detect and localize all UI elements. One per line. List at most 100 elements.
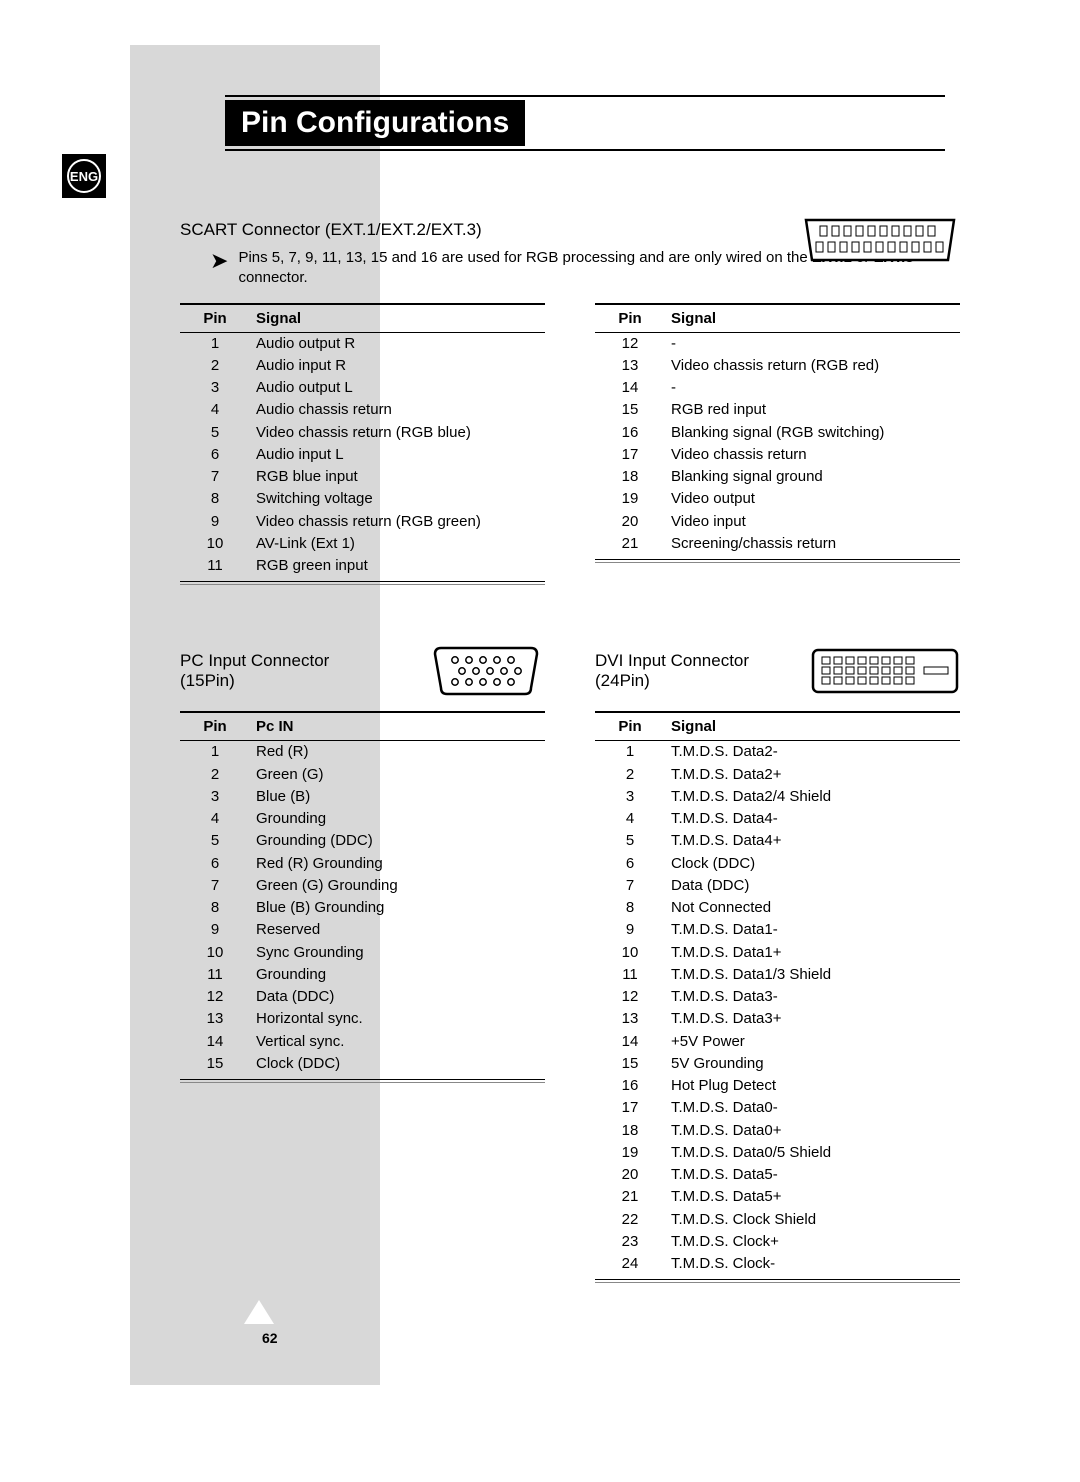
- col-header-pin: Pin: [180, 310, 250, 327]
- pin-signal: Video chassis return: [665, 445, 960, 465]
- table-row: 6Red (R) Grounding: [180, 853, 545, 875]
- table-row: 14Vertical sync.: [180, 1031, 545, 1053]
- scart-right-rows: 12-13Video chassis return (RGB red)14-15…: [595, 333, 960, 556]
- pin-number: 18: [595, 1121, 665, 1141]
- table-row: 10T.M.D.S. Data1+: [595, 942, 960, 964]
- pin-signal: Not Connected: [665, 898, 960, 918]
- col-header-signal: Pc IN: [250, 718, 545, 735]
- pin-signal: T.M.D.S. Data5+: [665, 1187, 960, 1207]
- pin-signal: Blanking signal ground: [665, 467, 960, 487]
- note-arrow-icon: ➤: [210, 250, 228, 272]
- page-arrow-icon: [244, 1300, 274, 1326]
- pin-number: 13: [595, 1009, 665, 1029]
- pin-number: 14: [595, 378, 665, 398]
- pin-signal: T.M.D.S. Clock Shield: [665, 1210, 960, 1230]
- table-row: 9T.M.D.S. Data1-: [595, 919, 960, 941]
- table-row: 2Green (G): [180, 764, 545, 786]
- table-row: 14-: [595, 377, 960, 399]
- pin-signal: Grounding: [250, 965, 545, 985]
- table-row: 9Video chassis return (RGB green): [180, 511, 545, 533]
- pin-number: 3: [180, 787, 250, 807]
- pin-number: 3: [180, 378, 250, 398]
- pin-signal: Blue (B) Grounding: [250, 898, 545, 918]
- table-row: 11Grounding: [180, 964, 545, 986]
- col-header-signal: Signal: [250, 310, 545, 327]
- pin-number: 11: [180, 556, 250, 576]
- pin-signal: Clock (DDC): [250, 1054, 545, 1074]
- table-row: 11RGB green input: [180, 555, 545, 577]
- pin-number: 4: [595, 809, 665, 829]
- pin-number: 13: [180, 1009, 250, 1029]
- language-badge: ENG: [62, 154, 106, 198]
- col-header-pin: Pin: [595, 718, 665, 735]
- pin-signal: RGB blue input: [250, 467, 545, 487]
- table-row: 13T.M.D.S. Data3+: [595, 1008, 960, 1030]
- pin-signal: T.M.D.S. Clock+: [665, 1232, 960, 1252]
- pin-number: 1: [180, 742, 250, 762]
- pin-signal: T.M.D.S. Data1+: [665, 943, 960, 963]
- pin-signal: T.M.D.S. Clock-: [665, 1254, 960, 1274]
- table-row: 3T.M.D.S. Data2/4 Shield: [595, 786, 960, 808]
- pin-number: 20: [595, 1165, 665, 1185]
- scart-left-rows: 1Audio output R2Audio input R3Audio outp…: [180, 333, 545, 578]
- pin-signal: -: [665, 378, 960, 398]
- pin-number: 21: [595, 1187, 665, 1207]
- pin-signal: Audio input L: [250, 445, 545, 465]
- table-row: 155V Grounding: [595, 1053, 960, 1075]
- table-row: 14+5V Power: [595, 1031, 960, 1053]
- table-row: 8Blue (B) Grounding: [180, 897, 545, 919]
- pin-signal: T.M.D.S. Data0/5 Shield: [665, 1143, 960, 1163]
- table-row: 15Clock (DDC): [180, 1053, 545, 1075]
- pin-signal: T.M.D.S. Data1-: [665, 920, 960, 940]
- pin-signal: Sync Grounding: [250, 943, 545, 963]
- pc-section: PC Input Connector (15Pin) Pin Pc IN: [180, 645, 545, 1283]
- pc-heading-l1: PC Input Connector: [180, 651, 329, 671]
- pin-signal: Switching voltage: [250, 489, 545, 509]
- table-row: 2Audio input R: [180, 355, 545, 377]
- pin-signal: Blanking signal (RGB switching): [665, 423, 960, 443]
- pin-number: 13: [595, 356, 665, 376]
- pin-number: 14: [595, 1032, 665, 1052]
- pc-table: Pin Pc IN 1Red (R)2Green (G)3Blue (B)4Gr…: [180, 711, 545, 1083]
- pin-number: 24: [595, 1254, 665, 1274]
- pin-signal: AV-Link (Ext 1): [250, 534, 545, 554]
- scart-table-left: Pin Signal 1Audio output R2Audio input R…: [180, 303, 545, 586]
- pin-number: 6: [180, 854, 250, 874]
- pin-signal: T.M.D.S. Data0+: [665, 1121, 960, 1141]
- table-row: 10Sync Grounding: [180, 942, 545, 964]
- pin-number: 8: [595, 898, 665, 918]
- pin-number: 15: [595, 400, 665, 420]
- col-header-signal: Signal: [665, 718, 960, 735]
- pin-number: 6: [595, 854, 665, 874]
- table-row: 7Data (DDC): [595, 875, 960, 897]
- pin-number: 17: [595, 1098, 665, 1118]
- table-row: 6Audio input L: [180, 444, 545, 466]
- pin-number: 3: [595, 787, 665, 807]
- pin-number: 2: [595, 765, 665, 785]
- scart-table-right: Pin Signal 12-13Video chassis return (RG…: [595, 303, 960, 586]
- page-title: Pin Configurations: [225, 100, 525, 146]
- pin-number: 15: [180, 1054, 250, 1074]
- pin-number: 22: [595, 1210, 665, 1230]
- table-row: 13Horizontal sync.: [180, 1008, 545, 1030]
- pin-number: 19: [595, 489, 665, 509]
- table-row: 2T.M.D.S. Data2+: [595, 764, 960, 786]
- table-row: 11T.M.D.S. Data1/3 Shield: [595, 964, 960, 986]
- content-area: SCART Connector (EXT.1/EXT.2/EXT.3) ➤ Pi…: [180, 220, 960, 1283]
- pin-signal: Data (DDC): [250, 987, 545, 1007]
- pin-signal: T.M.D.S. Data2-: [665, 742, 960, 762]
- page-number: 62: [262, 1330, 278, 1346]
- table-row: 4Audio chassis return: [180, 399, 545, 421]
- table-row: 5Grounding (DDC): [180, 830, 545, 852]
- pin-number: 9: [180, 920, 250, 940]
- pin-number: 10: [180, 943, 250, 963]
- table-row: 17Video chassis return: [595, 444, 960, 466]
- pin-number: 21: [595, 534, 665, 554]
- col-header-pin: Pin: [595, 310, 665, 327]
- pin-signal: Clock (DDC): [665, 854, 960, 874]
- pin-signal: T.M.D.S. Data0-: [665, 1098, 960, 1118]
- pin-signal: Audio chassis return: [250, 400, 545, 420]
- table-row: 15RGB red input: [595, 399, 960, 421]
- table-row: 8Not Connected: [595, 897, 960, 919]
- pin-signal: Video chassis return (RGB red): [665, 356, 960, 376]
